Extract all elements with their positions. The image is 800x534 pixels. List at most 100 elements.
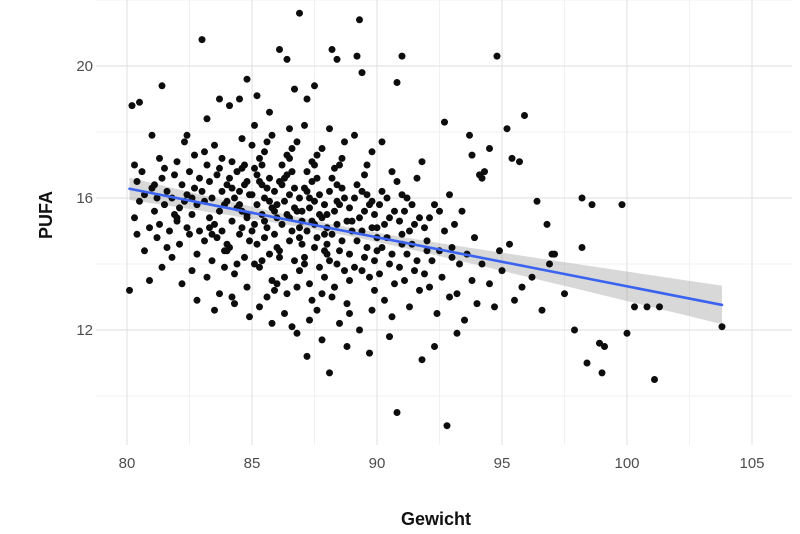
- data-point: [378, 138, 386, 146]
- data-point: [238, 135, 246, 143]
- data-point: [228, 293, 236, 301]
- data-point: [578, 194, 586, 202]
- y-axis-tick-labels: 12 16 20: [76, 58, 93, 339]
- data-point: [406, 227, 413, 235]
- data-point: [343, 217, 351, 225]
- data-point: [216, 164, 223, 172]
- data-point: [311, 82, 318, 90]
- data-point: [263, 138, 271, 146]
- data-point: [471, 234, 478, 242]
- data-point: [128, 102, 136, 110]
- data-point: [296, 194, 303, 202]
- regression-line-segment: [128, 187, 724, 307]
- data-point: [623, 329, 631, 337]
- data-point: [163, 187, 171, 195]
- data-point: [253, 92, 261, 100]
- data-point: [203, 273, 211, 281]
- data-point: [306, 316, 313, 324]
- data-point: [211, 141, 218, 149]
- data-point: [313, 306, 321, 314]
- data-point: [343, 343, 351, 350]
- data-point: [446, 293, 453, 301]
- data-point: [506, 240, 513, 248]
- data-point: [213, 171, 221, 179]
- data-point: [136, 98, 143, 106]
- data-point: [201, 148, 208, 156]
- data-point: [306, 280, 313, 288]
- data-point: [353, 181, 361, 189]
- data-point: [248, 191, 256, 199]
- data-point: [456, 260, 463, 268]
- data-point: [296, 224, 303, 232]
- data-point: [236, 95, 243, 103]
- data-point: [271, 207, 278, 215]
- data-point: [316, 211, 323, 218]
- data-point: [228, 184, 236, 192]
- data-point: [243, 283, 251, 291]
- data-point: [338, 154, 346, 162]
- data-point: [253, 240, 261, 248]
- data-point: [266, 250, 273, 258]
- data-point: [341, 267, 348, 275]
- data-point: [248, 141, 256, 149]
- y-tick-label: 12: [76, 322, 93, 339]
- data-point: [416, 214, 423, 222]
- data-point: [316, 263, 323, 271]
- data-point: [318, 145, 326, 152]
- data-point: [441, 227, 448, 235]
- data-point: [173, 158, 181, 166]
- data-point: [301, 253, 308, 261]
- data-point: [266, 197, 273, 205]
- data-point: [366, 273, 373, 281]
- data-point: [326, 187, 333, 195]
- data-point: [453, 329, 461, 337]
- data-point: [413, 257, 421, 265]
- data-point: [288, 323, 296, 331]
- data-point: [253, 171, 261, 179]
- data-point: [256, 178, 263, 185]
- data-point: [268, 131, 276, 139]
- data-point: [303, 352, 311, 360]
- data-point: [161, 201, 168, 209]
- data-point: [213, 234, 221, 242]
- data-point: [253, 201, 261, 209]
- data-point: [328, 230, 336, 238]
- data-point: [481, 168, 488, 176]
- data-point: [346, 310, 353, 317]
- data-point: [216, 95, 223, 103]
- data-point: [296, 9, 303, 17]
- data-point: [486, 280, 493, 288]
- data-point: [326, 257, 333, 265]
- data-point: [181, 138, 188, 146]
- x-tick-label: 85: [244, 455, 261, 472]
- data-point: [186, 230, 193, 238]
- data-point: [193, 296, 201, 304]
- data-point: [263, 224, 271, 232]
- data-point: [371, 286, 378, 294]
- data-point: [133, 178, 141, 185]
- data-point: [303, 187, 311, 195]
- data-point: [243, 178, 251, 185]
- x-tick-label: 95: [494, 455, 511, 472]
- data-point: [601, 343, 608, 350]
- data-point: [186, 168, 193, 176]
- data-point: [328, 174, 336, 182]
- data-point: [518, 283, 526, 291]
- data-point: [251, 164, 258, 172]
- data-point: [291, 204, 298, 212]
- data-point: [138, 168, 146, 176]
- data-point: [183, 224, 191, 232]
- data-point: [333, 260, 341, 268]
- data-point: [403, 194, 411, 202]
- x-axis-title: Gewicht: [401, 509, 471, 529]
- x-tick-label: 100: [614, 455, 639, 472]
- data-point: [218, 187, 226, 195]
- data-point: [243, 75, 251, 83]
- data-point: [313, 151, 321, 159]
- x-tick-label: 105: [739, 455, 764, 472]
- data-point: [338, 184, 346, 192]
- data-point: [328, 46, 336, 53]
- data-point: [331, 207, 338, 215]
